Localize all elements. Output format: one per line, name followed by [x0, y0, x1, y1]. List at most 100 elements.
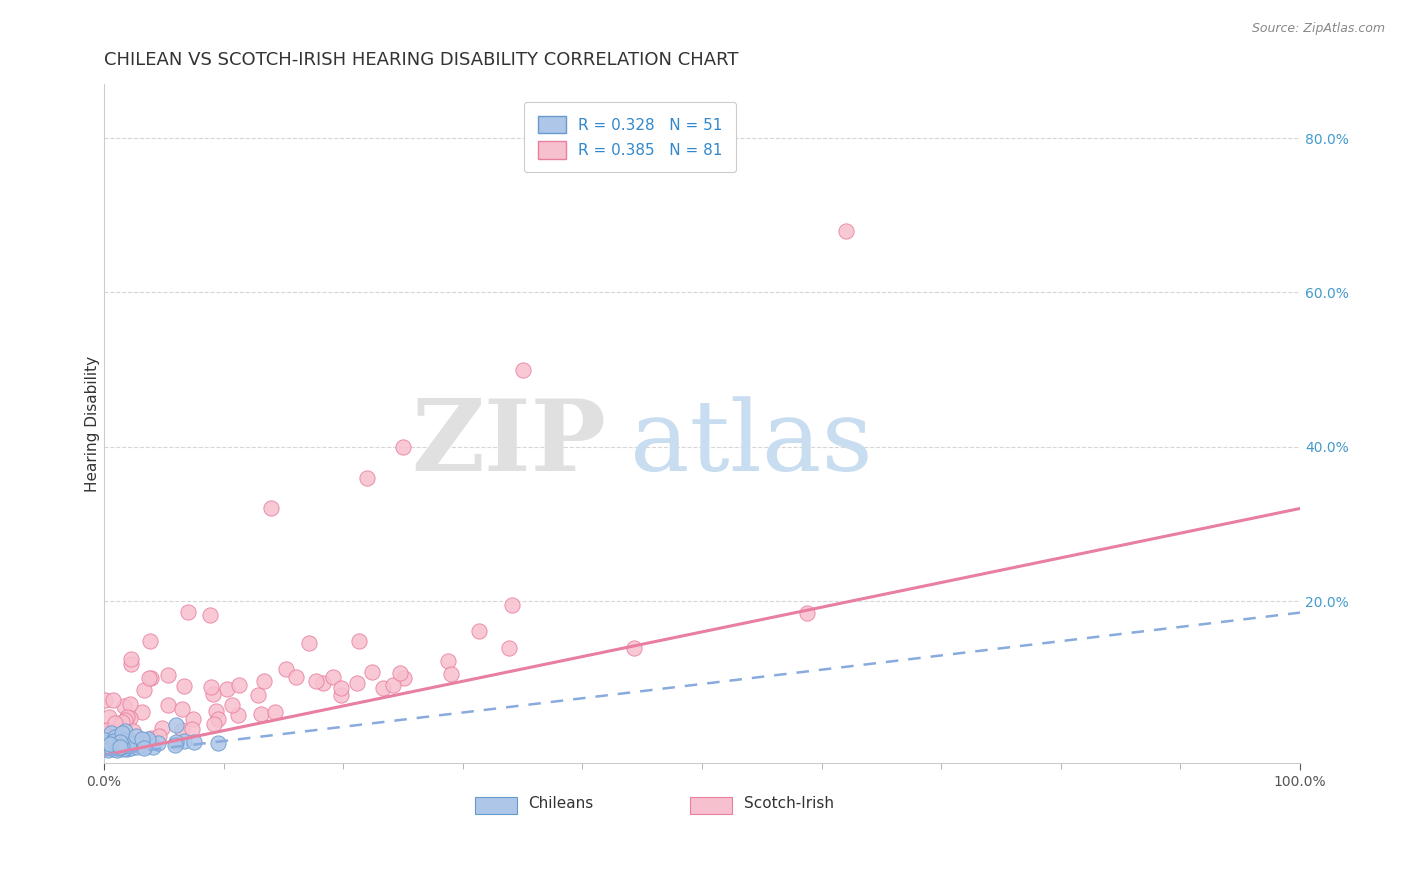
Point	[276, 662, 298, 676]
Point	[205, 704, 228, 718]
Point	[94, 725, 117, 739]
Point	[103, 693, 125, 707]
Point	[100, 723, 122, 738]
Point	[284, 670, 307, 684]
Point	[298, 636, 321, 650]
Point	[118, 735, 141, 749]
Point	[183, 735, 205, 749]
Point	[115, 709, 138, 723]
Point	[129, 732, 152, 747]
Text: Scotch-Irish: Scotch-Irish	[744, 797, 834, 812]
Point	[322, 670, 344, 684]
Point	[111, 715, 134, 730]
Point	[101, 731, 124, 746]
Point	[103, 736, 125, 750]
Point	[131, 706, 153, 720]
Point	[100, 726, 122, 740]
Point	[107, 741, 129, 756]
Point	[131, 731, 153, 746]
Point	[134, 739, 156, 753]
Point	[111, 731, 134, 746]
Point	[347, 634, 370, 648]
Point	[329, 688, 352, 702]
Point	[329, 681, 352, 695]
Point	[139, 731, 162, 745]
Point	[107, 734, 129, 748]
Point	[100, 740, 122, 755]
Text: Chileans: Chileans	[529, 797, 593, 812]
Point	[97, 743, 120, 757]
Point	[388, 666, 411, 681]
Point	[381, 678, 404, 692]
Point	[117, 734, 139, 748]
Point	[115, 740, 138, 755]
Point	[200, 680, 222, 694]
Point	[94, 733, 117, 747]
Point	[108, 735, 131, 749]
Point	[264, 706, 287, 720]
Point	[94, 739, 117, 753]
Point	[468, 624, 491, 639]
Point	[94, 693, 117, 707]
FancyBboxPatch shape	[690, 797, 733, 814]
Point	[103, 733, 125, 747]
Point	[115, 742, 138, 756]
Point	[96, 740, 118, 755]
Legend: R = 0.328   N = 51, R = 0.385   N = 81: R = 0.328 N = 51, R = 0.385 N = 81	[524, 102, 735, 172]
Text: atlas: atlas	[630, 396, 873, 491]
Point	[114, 723, 136, 738]
FancyBboxPatch shape	[475, 797, 516, 814]
Point	[107, 741, 129, 756]
Point	[623, 640, 645, 655]
Point	[103, 716, 125, 731]
Point	[228, 678, 250, 692]
Text: ZIP: ZIP	[412, 395, 606, 492]
Point	[94, 738, 117, 752]
Point	[120, 657, 142, 671]
Point	[202, 687, 225, 701]
Point	[98, 737, 121, 751]
Point	[138, 735, 160, 749]
Point	[118, 711, 141, 725]
Point	[346, 676, 368, 690]
Point	[165, 718, 187, 732]
Point	[360, 665, 382, 679]
Point	[121, 724, 143, 739]
Point	[440, 667, 463, 681]
Point	[134, 740, 156, 755]
Point	[371, 681, 394, 695]
Point	[97, 739, 120, 753]
Point	[105, 743, 128, 757]
Point	[127, 735, 149, 749]
Point	[111, 739, 134, 753]
Point	[157, 698, 180, 712]
Point	[120, 652, 142, 666]
Point	[165, 735, 187, 749]
Point	[170, 702, 193, 716]
Point	[512, 362, 534, 376]
Y-axis label: Hearing Disability: Hearing Disability	[86, 356, 100, 491]
Point	[148, 736, 170, 750]
Point	[120, 697, 142, 711]
Point	[163, 738, 186, 752]
Point	[176, 605, 198, 619]
Point	[97, 709, 120, 723]
Point	[247, 688, 270, 702]
Point	[98, 738, 121, 752]
Point	[173, 734, 195, 748]
Point	[141, 671, 163, 685]
Point	[226, 707, 249, 722]
Point	[215, 681, 238, 696]
Point	[150, 721, 173, 735]
Point	[157, 668, 180, 682]
Point	[124, 734, 146, 748]
Point	[125, 739, 148, 754]
Text: CHILEAN VS SCOTCH-IRISH HEARING DISABILITY CORRELATION CHART: CHILEAN VS SCOTCH-IRISH HEARING DISABILI…	[104, 51, 738, 69]
Point	[131, 738, 153, 752]
Point	[136, 731, 159, 746]
Point	[103, 742, 125, 756]
Point	[111, 726, 134, 740]
Point	[112, 724, 135, 739]
Point	[312, 676, 335, 690]
Point	[796, 606, 818, 620]
